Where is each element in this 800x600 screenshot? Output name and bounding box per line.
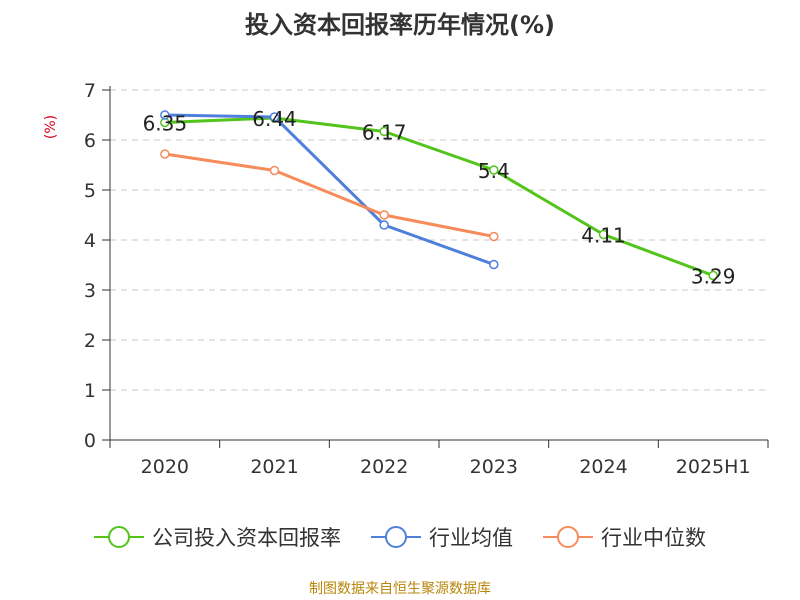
data-label: 4.11	[581, 224, 626, 248]
x-tick-label: 2020	[141, 456, 189, 478]
series-line-0	[163, 116, 715, 277]
legend-marker-icon	[108, 526, 130, 548]
x-tick-label: 2024	[579, 456, 627, 478]
x-tick-label: 2023	[470, 456, 518, 478]
legend-item-1[interactable]: 行业均值	[371, 526, 513, 550]
y-tick-label: 0	[84, 430, 96, 452]
data-labels: 6.35 6.44 6.17 5.4 4.11 3.29	[143, 107, 736, 289]
legend-item-2[interactable]: 行业中位数	[543, 526, 706, 550]
legend-item-0[interactable]: 公司投入资本回报率	[94, 526, 341, 550]
data-label: 6.35	[143, 112, 188, 136]
y-tick-label: 3	[84, 280, 96, 302]
axes: 0 1 2 3 4 5 6 7 2020 2021 2022 2023 2024 2025H1	[84, 80, 769, 478]
data-point	[379, 126, 389, 137]
data-point	[489, 231, 499, 242]
legend: 公司投入资本回报率 行业均值 行业中位数	[94, 526, 706, 550]
legend-label: 公司投入资本回报率	[152, 526, 341, 550]
y-tick-label: 6	[84, 130, 96, 152]
y-axis-label: (%)	[43, 115, 59, 139]
grid	[110, 89, 768, 391]
series-lines	[160, 110, 718, 281]
legend-marker-icon	[385, 526, 407, 548]
data-point	[269, 165, 280, 176]
legend-label: 行业均值	[429, 526, 513, 550]
data-label: 3.29	[691, 265, 736, 289]
data-label: 6.17	[362, 121, 407, 145]
y-tick-label: 4	[84, 230, 96, 252]
data-point	[489, 165, 499, 175]
data-label: 6.44	[252, 107, 297, 131]
data-point	[598, 229, 609, 240]
series-line-1	[163, 113, 496, 266]
x-tick-label: 2025H1	[676, 456, 751, 478]
data-label: 5.4	[478, 159, 510, 183]
y-tick-label: 1	[84, 380, 96, 402]
data-point	[269, 112, 280, 122]
x-tick-label: 2022	[360, 456, 408, 478]
legend-marker-icon	[557, 526, 579, 548]
y-tick-label: 2	[84, 330, 96, 352]
data-point	[489, 259, 499, 270]
data-point	[379, 220, 389, 230]
data-point	[708, 270, 718, 281]
chart-title: 投入资本回报率历年情况(%)	[245, 11, 555, 39]
series-line-2	[163, 152, 496, 238]
x-tick-label: 2021	[250, 456, 298, 478]
legend-label: 行业中位数	[601, 526, 706, 550]
source-footer: 制图数据来自恒生聚源数据库	[309, 581, 491, 597]
data-point	[160, 149, 170, 159]
y-tick-label: 5	[84, 180, 96, 202]
data-point	[160, 110, 170, 120]
data-point	[379, 210, 389, 220]
y-tick-label: 7	[84, 80, 96, 102]
